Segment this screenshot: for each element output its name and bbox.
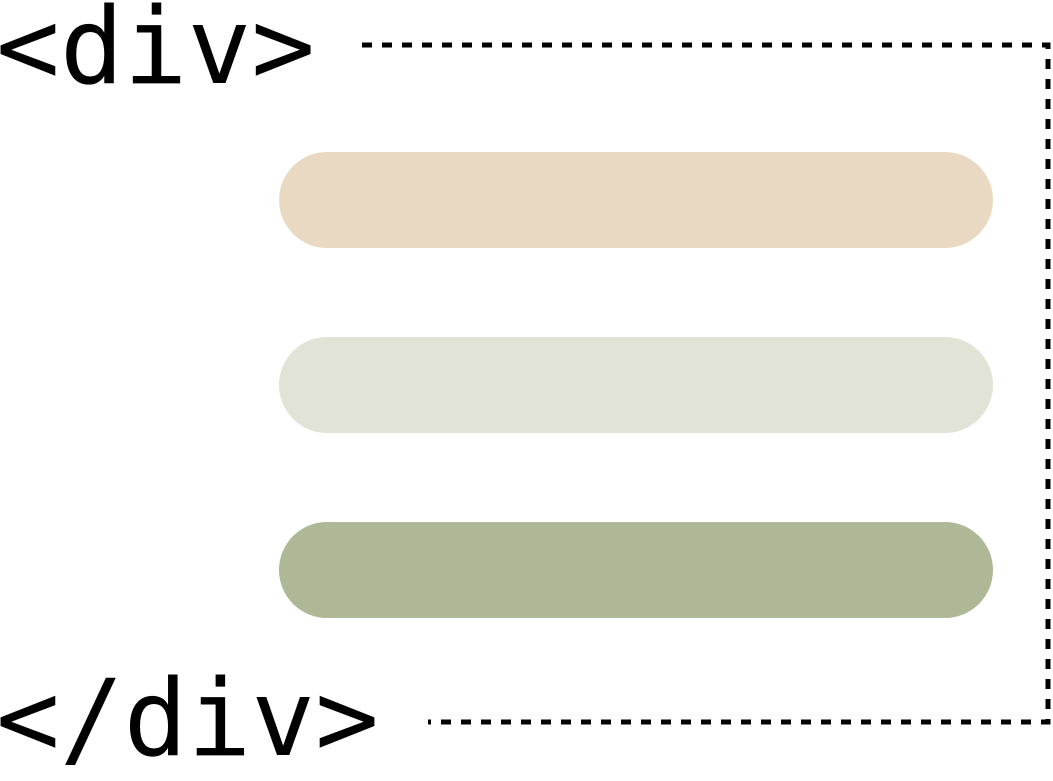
content-bar-2 xyxy=(279,337,993,433)
close-tag-label: </div> xyxy=(0,657,379,780)
dotted-outline-path xyxy=(362,42,1051,725)
open-tag-label: <div> xyxy=(0,0,316,108)
content-bar-3 xyxy=(279,522,993,618)
content-bar-1 xyxy=(279,152,993,248)
